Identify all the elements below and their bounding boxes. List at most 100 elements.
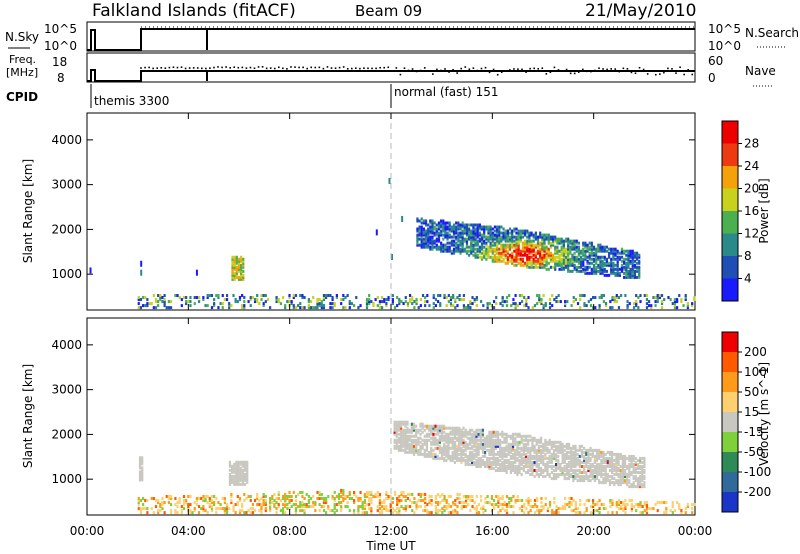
heatmap-cell <box>402 428 405 432</box>
heatmap-cell <box>518 450 521 454</box>
heatmap-cell <box>500 259 503 263</box>
heatmap-cell <box>522 460 525 464</box>
heatmap-cell <box>505 454 508 458</box>
heatmap-cell <box>546 440 549 444</box>
x-tick-label: 16:00 <box>475 524 510 538</box>
heatmap-cell <box>595 462 599 466</box>
heatmap-cell <box>584 267 587 271</box>
heatmap-cell <box>572 456 575 460</box>
heatmap-cell <box>237 478 240 482</box>
heatmap-cell <box>580 450 584 454</box>
nave-point <box>529 67 531 70</box>
heatmap-cell <box>435 233 438 237</box>
heatmap-cell <box>309 505 313 509</box>
heatmap-cell <box>480 499 483 503</box>
heatmap-cell <box>511 257 514 261</box>
heatmap-cell <box>451 432 454 436</box>
heatmap-cell <box>395 434 398 438</box>
heatmap-cell <box>472 223 475 227</box>
heatmap-cell <box>561 442 564 446</box>
heatmap-cell <box>514 304 517 308</box>
heatmap-cell <box>501 494 504 498</box>
heatmap-cell <box>427 237 430 241</box>
heatmap-cell <box>585 471 588 475</box>
heatmap-cell <box>602 300 605 304</box>
heatmap-cell <box>592 253 596 257</box>
heatmap-cell <box>144 499 147 503</box>
heatmap-cell <box>604 475 607 479</box>
heatmap-cell <box>574 454 577 458</box>
heatmap-cell <box>242 265 245 269</box>
heatmap-cell <box>235 255 238 259</box>
heatmap-cell <box>552 450 556 454</box>
heatmap-cell <box>225 507 229 511</box>
heatmap-cell <box>545 247 548 251</box>
heatmap-cell <box>361 505 364 509</box>
heatmap-cell <box>440 219 443 223</box>
heatmap-cell <box>498 247 501 251</box>
velocity-heatmap-cells <box>137 420 696 515</box>
heatmap-cell <box>264 294 267 298</box>
heatmap-cell <box>264 507 267 511</box>
heatmap-cell <box>444 227 447 231</box>
heatmap-cell <box>395 422 398 426</box>
heatmap-cell <box>429 229 432 233</box>
nave-point <box>403 67 406 69</box>
heatmap-cell <box>480 227 484 231</box>
heatmap-cell <box>492 454 495 458</box>
heatmap-cell <box>230 501 233 505</box>
heatmap-cell <box>299 505 302 509</box>
heatmap-cell <box>299 306 302 310</box>
heatmap-cell <box>567 249 570 253</box>
heatmap-cell <box>359 304 362 308</box>
heatmap-cell <box>602 507 605 511</box>
heatmap-cell <box>393 426 396 430</box>
heatmap-cell <box>565 464 568 468</box>
colorbar-swatch <box>722 278 738 301</box>
heatmap-cell <box>474 227 477 231</box>
nave-point <box>379 66 381 69</box>
colorbar-frame <box>721 331 739 513</box>
heatmap-cell <box>509 469 513 473</box>
heatmap-cell <box>249 499 252 503</box>
heatmap-cell <box>517 237 520 241</box>
heatmap-cell <box>511 454 515 458</box>
heatmap-cell <box>609 501 612 505</box>
heatmap-cell <box>514 469 517 473</box>
heatmap-cell <box>506 249 509 253</box>
heatmap-cell <box>464 501 468 505</box>
heatmap-cell <box>576 302 580 306</box>
heatmap-cell <box>436 511 440 515</box>
heatmap-cell <box>419 452 422 456</box>
heatmap-cell <box>421 492 425 496</box>
heatmap-cell <box>570 452 573 456</box>
heatmap-cell <box>458 432 461 436</box>
heatmap-cell <box>478 245 481 249</box>
heatmap-cell <box>482 511 485 515</box>
nave-point <box>667 67 669 70</box>
heatmap-cell <box>233 277 236 281</box>
heatmap-cell <box>550 477 553 481</box>
nave-point <box>517 68 519 70</box>
heatmap-cell <box>567 245 570 249</box>
heatmap-cell <box>503 460 506 464</box>
heatmap-cell <box>432 442 435 446</box>
nave-point <box>480 67 483 70</box>
heatmap-cell <box>359 505 362 509</box>
heatmap-cell <box>468 253 471 257</box>
heatmap-cell <box>532 257 535 261</box>
heatmap-cell <box>340 488 343 492</box>
heatmap-cell <box>348 490 351 494</box>
heatmap-cell <box>165 494 168 498</box>
nave-point <box>144 66 146 69</box>
heatmap-cell <box>420 225 423 229</box>
heatmap-cell <box>238 509 242 513</box>
heatmap-cell <box>601 269 604 273</box>
heatmap-cell <box>466 460 469 464</box>
heatmap-cell <box>449 458 452 462</box>
heatmap-cell <box>492 430 495 434</box>
heatmap-cell <box>481 430 485 434</box>
heatmap-cell <box>465 231 469 235</box>
heatmap-cell <box>333 302 336 306</box>
heatmap-cell <box>447 454 450 458</box>
